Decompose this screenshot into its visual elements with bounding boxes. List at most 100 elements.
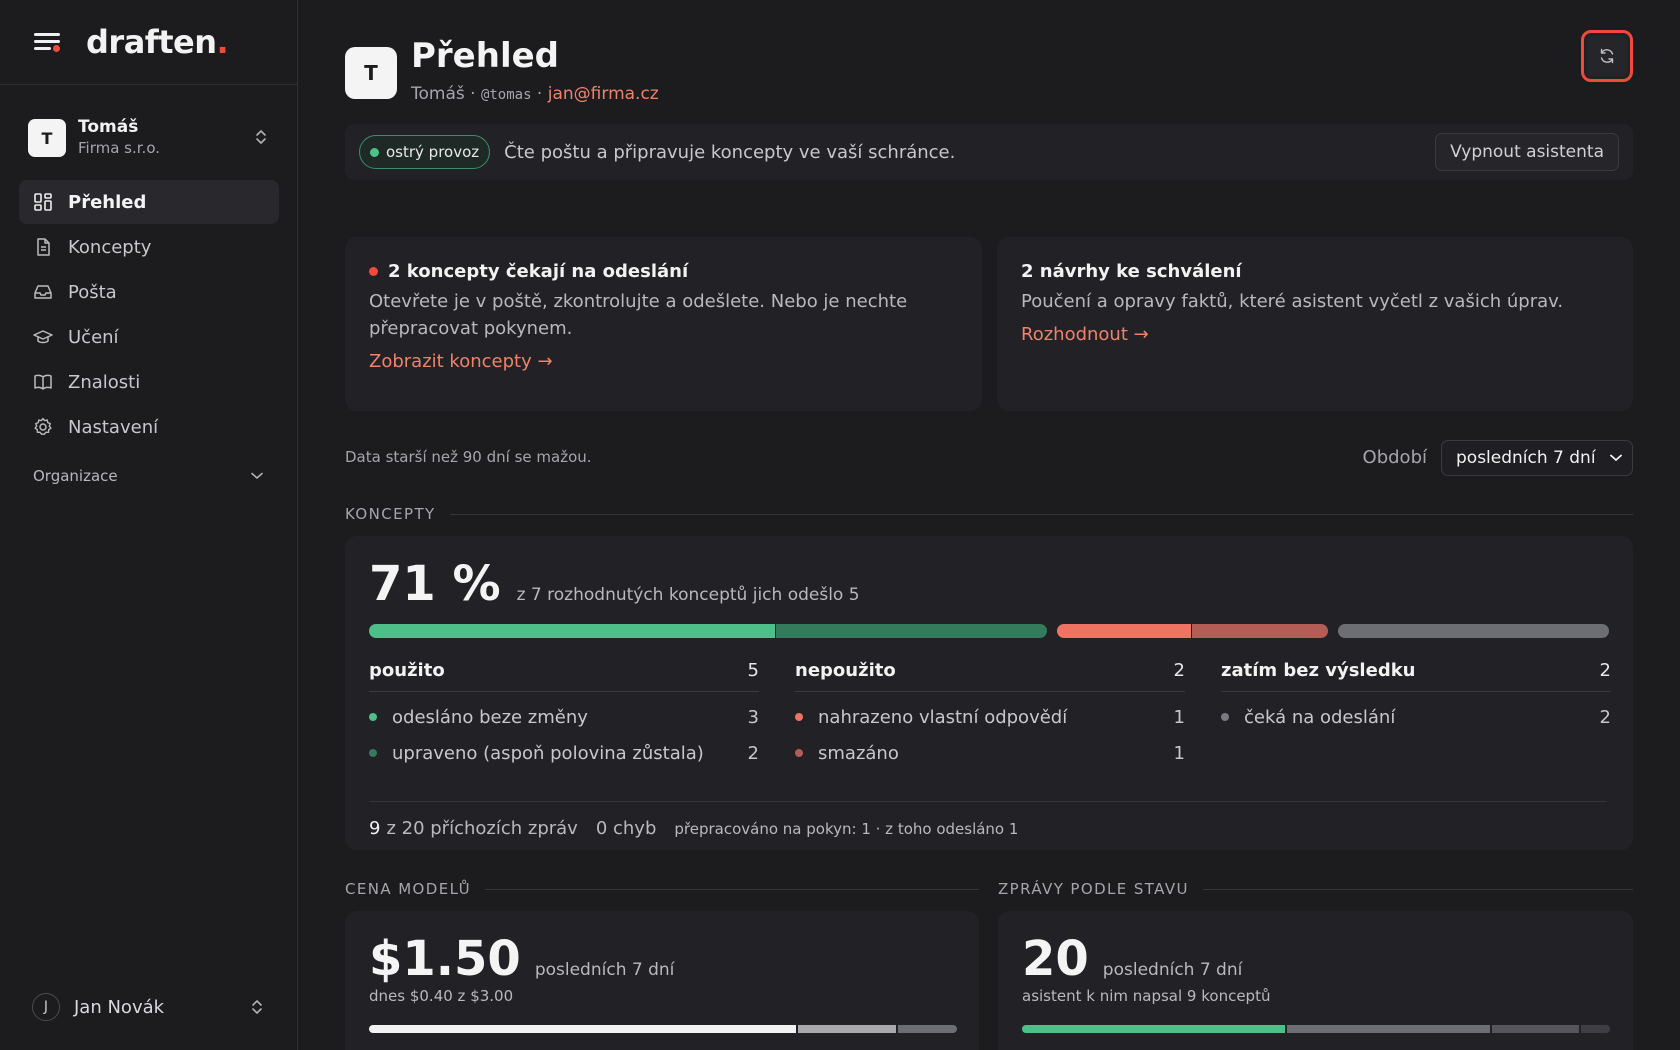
reworked-note: přepracováno na pokyn: 1 · z toho odeslá…	[674, 820, 1019, 838]
cost-bar-segment	[898, 1025, 957, 1033]
refresh-button[interactable]	[1581, 30, 1633, 82]
drafts-bar-segment	[369, 624, 775, 638]
stat-group-header: použito 5	[369, 660, 759, 692]
organization-label: Organizace	[33, 467, 118, 485]
chevron-updown-icon	[252, 1000, 262, 1014]
drafts-stats-card: 71 % z 7 rozhodnutých konceptů jich odeš…	[345, 536, 1633, 850]
sidebar-item-uceni[interactable]: Učení	[19, 315, 279, 359]
gear-icon	[34, 417, 52, 435]
drafts-summary: z 7 rozhodnutých konceptů jich odešlo 5	[516, 585, 860, 605]
processed-of-messages: z 20 příchozích zpráv	[386, 818, 578, 839]
sidebar-item-koncepty[interactable]: Koncepty	[19, 225, 279, 269]
messages-note: asistent k nim napsal 9 konceptů	[1022, 987, 1271, 1005]
messages-headline: 20 posledních 7 dní	[1022, 931, 1242, 987]
sidebar-item-prehled[interactable]: Přehled	[19, 180, 279, 224]
sidebar-nav: Přehled Koncepty Pošta Učení Znalosti Na…	[19, 180, 279, 450]
profile-email-link[interactable]: jan@firma.cz	[547, 84, 659, 104]
brand-bar: draften.	[0, 0, 297, 85]
menu-icon[interactable]	[34, 32, 60, 52]
stat-group-header: zatím bez výsledku 2	[1221, 660, 1611, 692]
refresh-icon	[1600, 48, 1614, 64]
decide-link[interactable]: Rozhodnout →	[1021, 324, 1149, 345]
period-select[interactable]: posledních 7 dní	[1441, 440, 1633, 476]
stat-group-header: nepoužito 2	[795, 660, 1185, 692]
sidebar-item-posta[interactable]: Pošta	[19, 270, 279, 314]
sidebar-item-znalosti[interactable]: Znalosti	[19, 360, 279, 404]
stat-group-unused: nepoužito 2 nahrazeno vlastní odpovědí 1 s…	[795, 660, 1185, 764]
cost-period: posledních 7 dní	[534, 960, 675, 980]
legend-dot	[795, 749, 803, 757]
graduation-cap-icon	[33, 330, 53, 344]
sidebar-item-nastaveni[interactable]: Nastavení	[19, 405, 279, 449]
drafts-bar-segment	[1192, 624, 1328, 638]
card-title: 2 koncepty čekají na odeslání	[369, 261, 958, 282]
chevron-updown-icon	[256, 130, 266, 144]
pending-drafts-card: 2 koncepty čekají na odeslání Otevřete j…	[345, 237, 982, 411]
section-heading-cost: CENA MODELŮ	[345, 880, 979, 898]
disable-assistant-button[interactable]: Vypnout asistenta	[1435, 133, 1619, 171]
messages-period: posledních 7 dní	[1102, 960, 1243, 980]
profile-avatar: T	[345, 47, 397, 99]
cost-bar	[369, 1025, 957, 1033]
drafts-percent: 71 %	[369, 556, 501, 612]
cost-bar-segment	[369, 1025, 797, 1033]
cost-amount: $1.50	[369, 931, 521, 987]
stat-line: nahrazeno vlastní odpovědí 1	[795, 706, 1185, 728]
dashboard-icon	[34, 193, 52, 211]
approvals-card: 2 návrhy ke schválení Poučení a opravy f…	[997, 237, 1633, 411]
sidebar-item-label: Nastavení	[68, 416, 159, 438]
messages-bar-segment	[1492, 1025, 1579, 1033]
sidebar-item-label: Přehled	[68, 191, 147, 213]
messages-bar-segment	[1286, 1025, 1491, 1033]
drafts-bar-segment	[1056, 624, 1192, 638]
inbox-icon	[34, 285, 52, 299]
profile-name: Tomáš	[411, 84, 465, 104]
card-body: Poučení a opravy faktů, které asistent v…	[1021, 291, 1564, 312]
legend-dot	[795, 713, 803, 721]
sidebar-item-label: Pošta	[68, 281, 117, 303]
sidebar-item-label: Koncepty	[68, 236, 152, 258]
section-heading-koncepty: KONCEPTY	[345, 505, 1633, 523]
processed-count: 9	[369, 818, 381, 839]
status-text: Čte poštu a připravuje koncepty ve vaší …	[504, 141, 956, 163]
stat-line: smazáno 1	[795, 742, 1185, 764]
stat-line: upraveno (aspoň polovina zůstala) 2	[369, 742, 759, 764]
assistant-status-bar: ostrý provoz Čte poštu a připravuje konc…	[345, 124, 1633, 180]
user-avatar: J	[32, 993, 60, 1021]
messages-count: 20	[1022, 931, 1089, 987]
organization-section-toggle[interactable]: Organizace	[33, 467, 263, 485]
user-menu[interactable]: J Jan Novák	[32, 993, 264, 1021]
error-count: 0 chyb	[595, 818, 657, 839]
stat-line: odesláno beze změny 3	[369, 706, 759, 728]
cost-today: dnes $0.40 z $3.00	[369, 987, 514, 1005]
cost-card: $1.50 posledních 7 dní dnes $0.40 z $3.0…	[345, 911, 979, 1050]
chevron-down-icon	[1610, 454, 1622, 461]
profile-handle: @tomas	[480, 87, 532, 103]
card-title: 2 návrhy ke schválení	[1021, 261, 1242, 282]
account-name: Tomáš	[78, 117, 139, 137]
profile-subtitle: Tomáš · @tomas · jan@firma.cz	[411, 84, 659, 104]
legend-dot	[369, 749, 377, 757]
drafts-bar-segment	[1337, 624, 1609, 638]
show-drafts-link[interactable]: Zobrazit koncepty →	[369, 351, 553, 372]
status-badge: ostrý provoz	[359, 135, 491, 169]
legend-dot	[1221, 713, 1229, 721]
card-body: Otevřete je v poště, zkontrolujte a odeš…	[369, 291, 908, 339]
chevron-down-icon	[251, 472, 263, 479]
drafts-headline: 71 % z 7 rozhodnutých konceptů jich odeš…	[369, 556, 860, 612]
sidebar-item-label: Učení	[68, 326, 119, 348]
account-switcher[interactable]: T Tomáš Firma s.r.o.	[28, 117, 268, 159]
alert-dot	[369, 267, 378, 276]
messages-card: 20 posledních 7 dní asistent k nim napsa…	[998, 911, 1633, 1050]
drafts-footer: 9 z 20 příchozích zpráv 0 chyb přepracov…	[369, 801, 1607, 839]
stat-group-used: použito 5 odesláno beze změny 3 upraveno (…	[369, 660, 759, 764]
messages-bar	[1022, 1025, 1610, 1033]
book-icon	[34, 374, 52, 390]
account-avatar: T	[28, 119, 66, 157]
cost-headline: $1.50 posledních 7 dní	[369, 931, 674, 987]
messages-bar-segment	[1580, 1025, 1610, 1033]
document-icon	[37, 238, 50, 256]
logo[interactable]: draften.	[86, 23, 229, 61]
section-heading-messages: ZPRÁVY PODLE STAVU	[998, 880, 1633, 898]
account-org: Firma s.r.o.	[78, 139, 161, 157]
